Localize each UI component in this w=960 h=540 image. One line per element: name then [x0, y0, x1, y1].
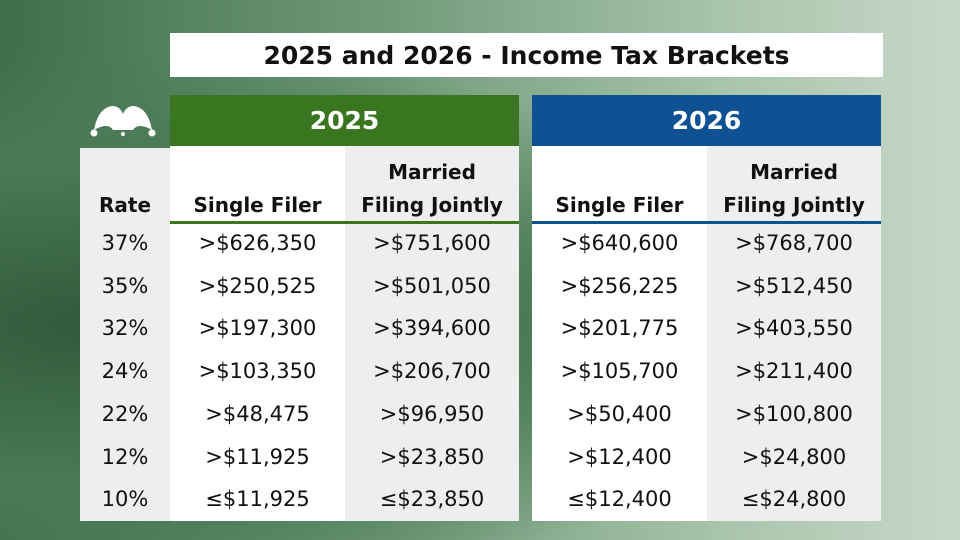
married-cell: >$24,800 — [741, 444, 847, 469]
header-underline — [532, 221, 881, 224]
header-underline — [170, 221, 519, 224]
single-cell: >$11,925 — [205, 444, 310, 469]
married-cell: >$403,550 — [735, 316, 853, 341]
single-column — [170, 146, 345, 521]
jester-hat-logo-icon — [90, 106, 156, 137]
single-cell: >$12,400 — [567, 444, 672, 469]
married-cell: >$206,700 — [373, 359, 491, 384]
single-cell: >$103,350 — [198, 359, 317, 384]
single-cell: >$640,600 — [560, 231, 679, 255]
single-cell: ≤$12,400 — [567, 487, 672, 512]
rate-cell: 24% — [101, 359, 149, 384]
rate-header-text: Rate — [98, 193, 152, 217]
single-cell: >$250,525 — [198, 273, 317, 298]
single-cell: >$105,700 — [560, 359, 679, 384]
year-header-2026: 2026 — [532, 95, 881, 146]
married-cell: ≤$24,800 — [741, 487, 847, 512]
rate-column — [80, 148, 170, 521]
married-column — [345, 146, 519, 521]
married-cell: >$751,600 — [373, 231, 491, 255]
married-cell: >$394,600 — [373, 316, 491, 341]
single-cell: >$50,400 — [567, 401, 672, 426]
rate-cell: 10% — [101, 487, 149, 512]
year-header-2025: 2025 — [170, 95, 519, 146]
single-cell: >$626,350 — [198, 231, 317, 255]
page-title: 2025 and 2026 - Income Tax Brackets — [170, 33, 883, 77]
rate-cell: 35% — [101, 273, 149, 298]
married-cell: ≤$23,850 — [379, 487, 485, 512]
married-header: Married Filing Jointly — [345, 146, 519, 222]
rate-cell: 12% — [101, 444, 149, 469]
single-header: Single Filer — [170, 146, 345, 222]
married-cell: >$768,700 — [735, 231, 853, 255]
single-cell: ≤$11,925 — [205, 487, 310, 512]
married-cell: >$501,050 — [373, 273, 491, 298]
married-header-line1: Married — [750, 160, 838, 184]
married-cell: >$100,800 — [735, 401, 853, 426]
married-header-line1: Married — [388, 160, 476, 184]
married-cell: >$23,850 — [379, 444, 485, 469]
single-column — [532, 146, 707, 521]
married-header-line2: Filing Jointly — [361, 193, 503, 217]
married-column — [707, 146, 881, 521]
rate-cell: 22% — [101, 401, 149, 426]
married-cell: >$211,400 — [735, 359, 853, 384]
married-header-line2: Filing Jointly — [723, 193, 865, 217]
married-cell: >$512,450 — [735, 273, 853, 298]
single-cell: >$201,775 — [560, 316, 679, 341]
rate-cell: 37% — [101, 231, 149, 255]
single-cell: >$197,300 — [198, 316, 317, 341]
single-cell: >$256,225 — [560, 273, 679, 298]
single-header: Single Filer — [532, 146, 707, 222]
married-header: Married Filing Jointly — [707, 146, 881, 222]
rate-header: Rate — [80, 146, 170, 222]
rate-cell: 32% — [101, 316, 149, 341]
single-header-text: Single Filer — [193, 193, 322, 217]
married-cell: >$96,950 — [379, 401, 485, 426]
single-header-text: Single Filer — [555, 193, 684, 217]
single-cell: >$48,475 — [205, 401, 310, 426]
